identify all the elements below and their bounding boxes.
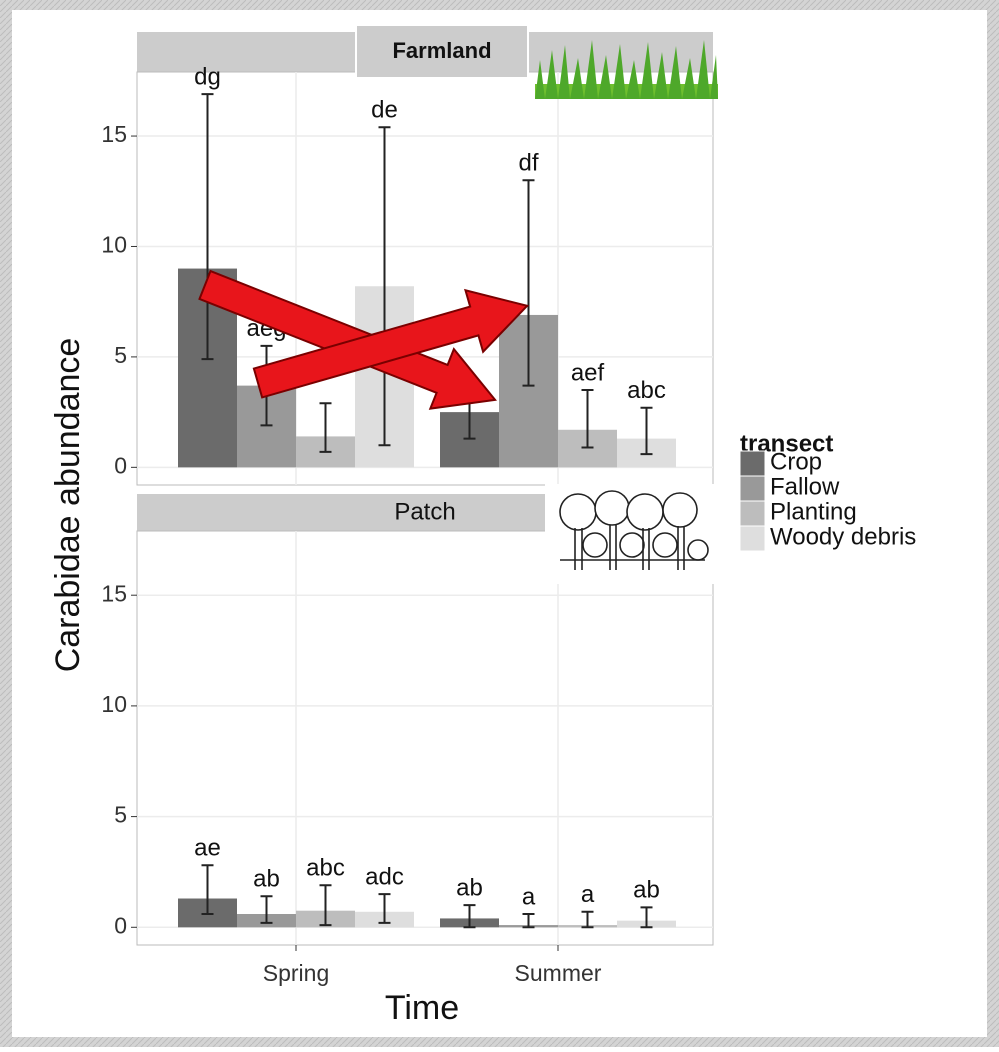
significance-letter: ab — [456, 874, 483, 901]
y-tick-label: 5 — [114, 342, 127, 368]
legend-key — [740, 501, 765, 526]
legend-key — [740, 451, 765, 476]
y-axis-label: Carabidae abundance — [49, 338, 87, 673]
trees-icon — [545, 484, 720, 584]
y-tick-label: 5 — [114, 802, 127, 828]
significance-letter: aef — [571, 359, 605, 386]
y-tick-label: 15 — [101, 580, 127, 606]
significance-letter: ae — [194, 835, 221, 862]
legend-label: Planting — [770, 498, 857, 525]
legend-key — [740, 526, 765, 551]
significance-letter: dg — [194, 63, 221, 90]
y-tick-label: 15 — [101, 121, 127, 147]
y-tick-label: 10 — [101, 232, 127, 258]
strip-title: Farmland — [392, 38, 491, 63]
significance-letter: abc — [306, 855, 345, 882]
strip-title: Patch — [394, 498, 455, 525]
significance-letter: ab — [253, 866, 280, 893]
x-tick-label: Summer — [515, 960, 602, 986]
chart: Carabidae abundance Time transect Farmla… — [0, 0, 999, 1047]
significance-letter: df — [518, 150, 538, 177]
significance-letter: a — [581, 881, 595, 908]
legend-key — [740, 476, 765, 501]
y-tick-label: 0 — [114, 912, 127, 938]
legend-label: Crop — [770, 448, 822, 475]
significance-letter: abc — [627, 377, 666, 404]
y-tick-label: 0 — [114, 452, 127, 478]
significance-letter: a — [522, 883, 536, 910]
x-axis-label: Time — [385, 989, 459, 1027]
significance-letter: adc — [365, 863, 404, 890]
legend-label: Fallow — [770, 473, 840, 500]
significance-letter: de — [371, 97, 398, 124]
panel — [137, 531, 713, 945]
legend-label: Woody debris — [770, 523, 916, 550]
x-tick-label: Spring — [263, 960, 329, 986]
y-tick-label: 10 — [101, 691, 127, 717]
significance-letter: ab — [633, 877, 660, 904]
